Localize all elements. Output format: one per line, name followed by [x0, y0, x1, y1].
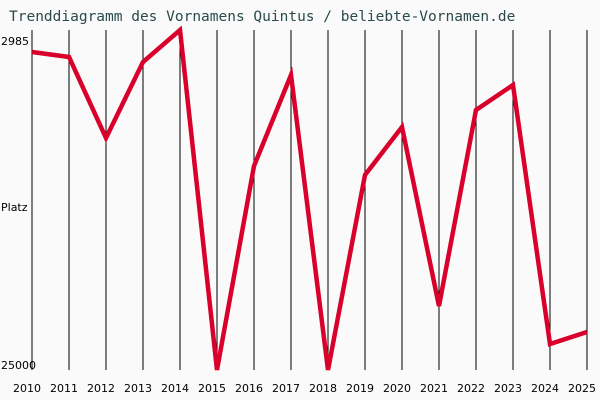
trend-line [31, 25, 588, 371]
x-axis-label: 2025 [568, 382, 596, 395]
x-axis-label: 2014 [161, 382, 189, 395]
x-axis-label: 2010 [13, 382, 41, 395]
x-axis-label: 2018 [309, 382, 337, 395]
x-axis-label: 2024 [531, 382, 559, 395]
x-axis-label: 2019 [346, 382, 374, 395]
grid-lines [31, 30, 588, 370]
chart-title: Trenddiagramm des Vornamens Quintus / be… [9, 9, 516, 25]
y-axis-title: Platz [1, 201, 28, 214]
y-axis-bottom-label: 25000 [1, 359, 36, 372]
x-axis-label: 2022 [457, 382, 485, 395]
x-axis-label: 2015 [198, 382, 226, 395]
x-axis-label: 2021 [420, 382, 448, 395]
y-axis-top-label: 2985 [1, 35, 29, 48]
x-axis-label: 2020 [383, 382, 411, 395]
x-axis-label: 2012 [87, 382, 115, 395]
x-axis-label: 2013 [124, 382, 152, 395]
x-axis-labels: 2010 2011 2012 2013 2014 2015 2016 2017 2018 2019… [13, 382, 596, 395]
x-axis-label: 2011 [50, 382, 78, 395]
x-axis-label: 2017 [272, 382, 300, 395]
x-axis-label: 2023 [494, 382, 522, 395]
x-axis-label: 2016 [235, 382, 263, 395]
